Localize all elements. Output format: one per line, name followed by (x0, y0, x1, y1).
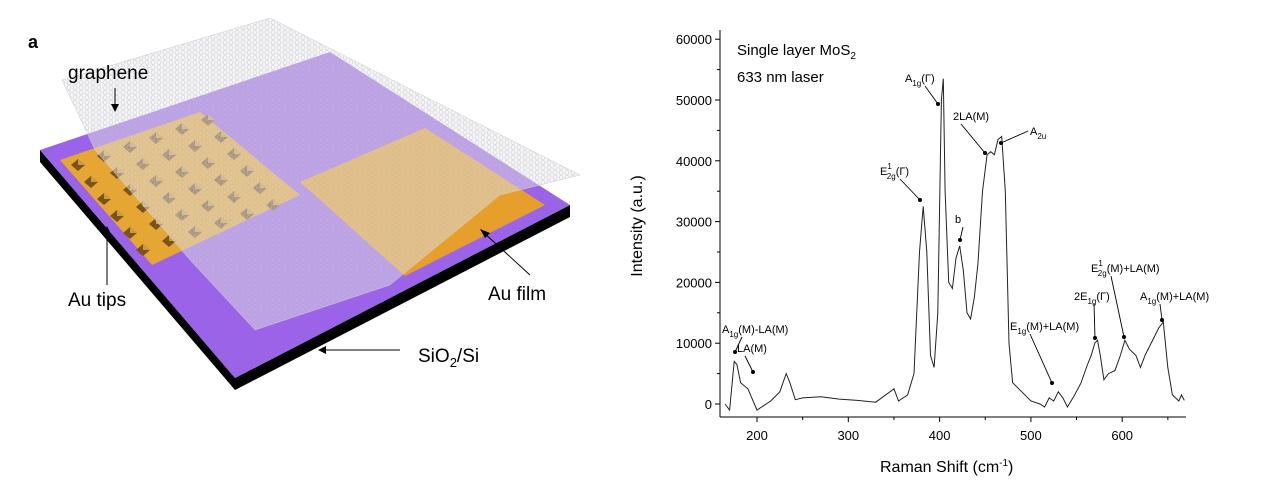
arrowhead-icon (1122, 335, 1126, 339)
peak-arrow (1029, 333, 1053, 384)
peak-arrow (959, 226, 964, 241)
peak-label: A1g(Γ) (905, 73, 935, 88)
peak-arrow (1159, 303, 1163, 321)
arrowhead-icon (1093, 336, 1097, 340)
arrowhead-icon (918, 198, 922, 202)
y-tick-label: 0 (705, 397, 712, 412)
x-tick-label: 600 (1111, 428, 1133, 443)
arrowhead-icon (1160, 318, 1164, 322)
au-tip-facet (143, 244, 150, 250)
peak-label: A1g(M)+LA(M) (1140, 291, 1209, 306)
x-tick-label: 500 (1020, 428, 1042, 443)
y-tick-label: 10000 (676, 336, 712, 351)
legend-sample: Single layer MoS2 (737, 42, 856, 62)
au-tip-facet (91, 176, 98, 182)
y-tick-label: 40000 (676, 154, 712, 169)
peak-arrow (744, 355, 754, 373)
au-film-arrow (482, 231, 531, 276)
peak-label: LA(M) (737, 343, 767, 355)
arrowhead-icon (999, 141, 1003, 145)
y-tick-label: 30000 (676, 215, 712, 230)
arrowhead-icon (111, 104, 119, 112)
peak-arrow (1093, 303, 1096, 339)
peak-arrow (924, 85, 939, 105)
arrowhead-icon (751, 370, 755, 374)
y-tick-label: 20000 (676, 275, 712, 290)
arrowhead-icon (983, 151, 987, 155)
au-tip-facet (104, 193, 111, 199)
peak-arrow (734, 336, 743, 353)
spectrum-line (724, 78, 1185, 412)
peak-label: E1g(M)+LA(M) (1010, 321, 1079, 336)
peak-label: A2u (1030, 126, 1046, 141)
peak-label: 2E1g(Γ) (1074, 291, 1110, 306)
y-tick-label: 50000 (676, 93, 712, 108)
x-tick-label: 400 (929, 428, 951, 443)
arrowhead-icon (318, 346, 326, 354)
y-tick-label: 60000 (676, 32, 712, 47)
peak-label: 2LA(M) (953, 111, 989, 123)
x-tick-label: 300 (837, 428, 859, 443)
arrowhead-icon (480, 229, 490, 238)
peak-arrow (1110, 275, 1125, 338)
peak-arrow (960, 123, 986, 154)
graphene-lattice (62, 18, 580, 330)
arrowhead-icon (1050, 381, 1054, 385)
legend-laser: 633 nm laser (737, 69, 824, 86)
arrowhead-icon (958, 238, 962, 242)
au-tip-facet (117, 210, 124, 216)
au-tip-facet (130, 227, 137, 233)
peak-label: E1 2g(Γ) (880, 162, 909, 181)
peak-label: E1 2g(M)+LA(M) (1091, 259, 1160, 278)
panel-letter: a (28, 32, 39, 52)
peak-annotations: A1g(M)-LA(M) LA(M) E1 2g(Γ) A1g(Γ) b 2LA(M) A2u… (722, 73, 1209, 385)
au-tips-label: Au tips (68, 290, 126, 311)
arrowhead-icon (733, 350, 737, 354)
peak-label: b (955, 214, 961, 226)
peak-arrow (899, 178, 921, 201)
x-axis-label: Raman Shift (cm-1) (880, 458, 1013, 476)
x-tick-label: 200 (746, 428, 768, 443)
device-schematic: a graphene Au tips Au film SiO2/Si (28, 17, 581, 390)
peak-arrow (1000, 130, 1029, 144)
chart-axes: 200 300 400 500 600 0 10000 20000 30000 40000 5000… (676, 30, 1186, 443)
y-axis-label: Intensity (a.u.) (629, 175, 646, 276)
graphene-label: graphene (68, 63, 148, 84)
au-film-label: Au film (488, 284, 546, 305)
arrowhead-icon (103, 226, 111, 234)
au-tip-facet (78, 159, 85, 165)
arrowhead-icon (936, 102, 940, 106)
substrate-label: SiO2/Si (418, 346, 479, 370)
peak-label: A1g(M)-LA(M) (722, 324, 788, 339)
substrate-side (40, 150, 570, 390)
